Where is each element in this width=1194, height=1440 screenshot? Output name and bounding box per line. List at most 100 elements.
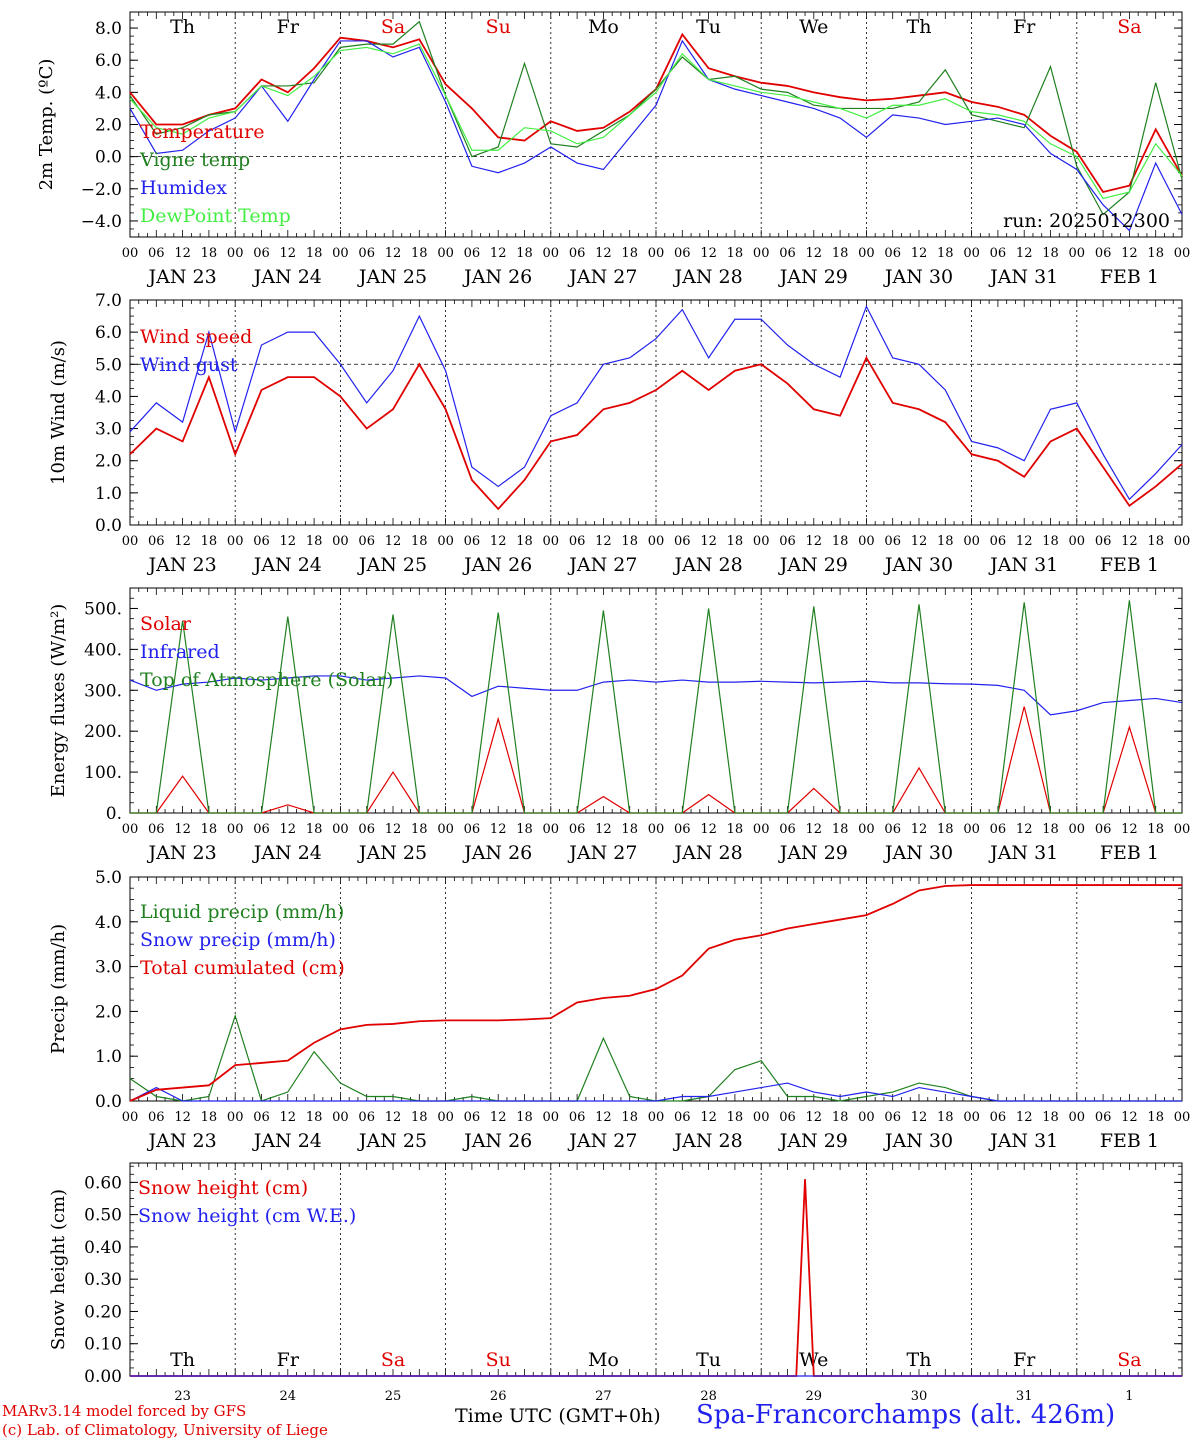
hour-tick-label: 18 bbox=[727, 246, 744, 261]
run-annotation: run: 2025012300 bbox=[1003, 210, 1170, 232]
hour-tick-label: 06 bbox=[884, 1110, 901, 1125]
hour-tick-label: 00 bbox=[648, 822, 665, 837]
hour-tick-label: 12 bbox=[174, 534, 191, 549]
hour-tick-label: 12 bbox=[490, 822, 507, 837]
hour-tick-label: 06 bbox=[1095, 246, 1112, 261]
hour-tick-label: 06 bbox=[358, 534, 375, 549]
date-label: JAN 29 bbox=[778, 266, 848, 288]
date-label: FEB 1 bbox=[1100, 554, 1159, 576]
hour-tick-label: 18 bbox=[832, 534, 849, 549]
series-line bbox=[129, 675, 1183, 716]
hour-tick-label: 12 bbox=[911, 1110, 928, 1125]
hour-tick-label: 06 bbox=[464, 246, 481, 261]
hour-tick-label: 18 bbox=[937, 534, 954, 549]
legend-entry: Wind gust bbox=[140, 354, 238, 376]
legend-entry: Top of Atmosphere (Solar) bbox=[140, 669, 393, 691]
hour-tick-label: 00 bbox=[227, 246, 244, 261]
hour-tick-label: 18 bbox=[1147, 534, 1164, 549]
hour-tick-label: 12 bbox=[490, 246, 507, 261]
legend-entry: Humidex bbox=[140, 177, 227, 199]
hour-tick-label: 18 bbox=[411, 246, 428, 261]
hour-tick-label: 00 bbox=[437, 822, 454, 837]
series-line bbox=[129, 304, 1183, 501]
hour-tick-label: 18 bbox=[937, 1110, 954, 1125]
hour-tick-label: 12 bbox=[385, 534, 402, 549]
date-label: JAN 31 bbox=[988, 554, 1058, 576]
hour-tick-label: 12 bbox=[806, 246, 823, 261]
day-number-label: 30 bbox=[911, 1389, 928, 1404]
hour-tick-label: 12 bbox=[385, 822, 402, 837]
hour-tick-label: 06 bbox=[990, 246, 1007, 261]
hour-tick-label: 12 bbox=[385, 1110, 402, 1125]
hour-tick-label: 18 bbox=[1042, 534, 1059, 549]
date-label: JAN 29 bbox=[778, 554, 848, 576]
hour-tick-label: 06 bbox=[148, 246, 165, 261]
hour-tick-label: 18 bbox=[1147, 822, 1164, 837]
day-number-label: 25 bbox=[385, 1389, 402, 1404]
hour-tick-label: 00 bbox=[963, 246, 980, 261]
hour-tick-label: 00 bbox=[543, 822, 560, 837]
hour-tick-label: 06 bbox=[1095, 1110, 1112, 1125]
hour-tick-label: 06 bbox=[884, 246, 901, 261]
date-label: FEB 1 bbox=[1100, 1130, 1159, 1152]
panel-2: 7.0 6.0 5.0 4.0 3.0 2.0 1.0 0.0 10m Wind (m/s) Wi… bbox=[48, 291, 1190, 576]
hour-tick-label: 12 bbox=[595, 1110, 612, 1125]
hour-tick-label: 00 bbox=[332, 822, 349, 837]
date-label: JAN 25 bbox=[357, 554, 427, 576]
date-label: JAN 23 bbox=[147, 554, 217, 576]
hour-tick-label: 06 bbox=[253, 246, 270, 261]
y-axis-label: Energy fluxes (W/m²) bbox=[48, 604, 69, 798]
hour-tick-label: 00 bbox=[437, 246, 454, 261]
date-label: JAN 24 bbox=[252, 842, 322, 864]
hour-tick-label: 12 bbox=[1016, 534, 1033, 549]
hour-tick-label: 12 bbox=[1121, 534, 1138, 549]
hour-tick-label: 06 bbox=[569, 246, 586, 261]
hour-tick-label: 18 bbox=[937, 822, 954, 837]
weekday-label: Tu bbox=[696, 1349, 721, 1371]
day-number-label: 31 bbox=[1016, 1389, 1033, 1404]
hour-tick-label: 18 bbox=[1042, 246, 1059, 261]
date-label: JAN 31 bbox=[988, 1130, 1058, 1152]
hour-tick-label: 06 bbox=[779, 1110, 796, 1125]
y-tick-label: −4.0 bbox=[81, 212, 122, 232]
hour-tick-label: 18 bbox=[306, 246, 323, 261]
y-tick-label: 0.0 bbox=[95, 148, 122, 168]
y-tick-label: 3.0 bbox=[95, 420, 122, 440]
series-line bbox=[129, 20, 1183, 216]
hour-tick-label: 00 bbox=[753, 534, 770, 549]
hour-tick-label: 00 bbox=[963, 1110, 980, 1125]
weekday-label: Fr bbox=[1013, 16, 1036, 38]
y-tick-label: −2.0 bbox=[81, 180, 122, 200]
weekday-label: Sa bbox=[1117, 16, 1141, 38]
hour-tick-label: 06 bbox=[253, 534, 270, 549]
date-label: JAN 23 bbox=[147, 842, 217, 864]
hour-tick-label: 18 bbox=[306, 534, 323, 549]
legend-entry: Temperature bbox=[140, 121, 264, 143]
hour-tick-label: 06 bbox=[464, 534, 481, 549]
hour-tick-label: 00 bbox=[543, 1110, 560, 1125]
weekday-label: Mo bbox=[588, 16, 619, 38]
hour-tick-label: 00 bbox=[1174, 1110, 1191, 1125]
y-tick-label: 3.0 bbox=[95, 958, 122, 978]
hour-tick-label: 12 bbox=[1016, 1110, 1033, 1125]
weekday-label: Tu bbox=[696, 16, 721, 38]
hour-tick-label: 00 bbox=[332, 534, 349, 549]
y-tick-label: 0.50 bbox=[84, 1206, 122, 1226]
y-tick-label: 0.30 bbox=[84, 1270, 122, 1290]
y-axis-label: Snow height (cm) bbox=[48, 1189, 69, 1350]
date-label: JAN 29 bbox=[778, 842, 848, 864]
hour-tick-label: 00 bbox=[122, 1110, 139, 1125]
weekday-label: Fr bbox=[277, 1349, 300, 1371]
hour-tick-label: 18 bbox=[727, 1110, 744, 1125]
y-axis-label: 2m Temp. (ºC) bbox=[36, 59, 57, 191]
weekday-label: Su bbox=[486, 1349, 511, 1371]
y-tick-label: 100. bbox=[84, 763, 122, 783]
hour-tick-label: 18 bbox=[1147, 246, 1164, 261]
y-tick-label: 0.10 bbox=[84, 1335, 122, 1355]
hour-tick-label: 00 bbox=[543, 246, 560, 261]
weekday-label: Th bbox=[170, 16, 195, 38]
series-line bbox=[129, 1082, 1182, 1102]
legend-entry: Snow height (cm) bbox=[138, 1177, 308, 1199]
legend-entry: Snow precip (mm/h) bbox=[140, 929, 336, 951]
lab-credits: (c) Lab. of Climatology, University of L… bbox=[2, 1421, 328, 1439]
